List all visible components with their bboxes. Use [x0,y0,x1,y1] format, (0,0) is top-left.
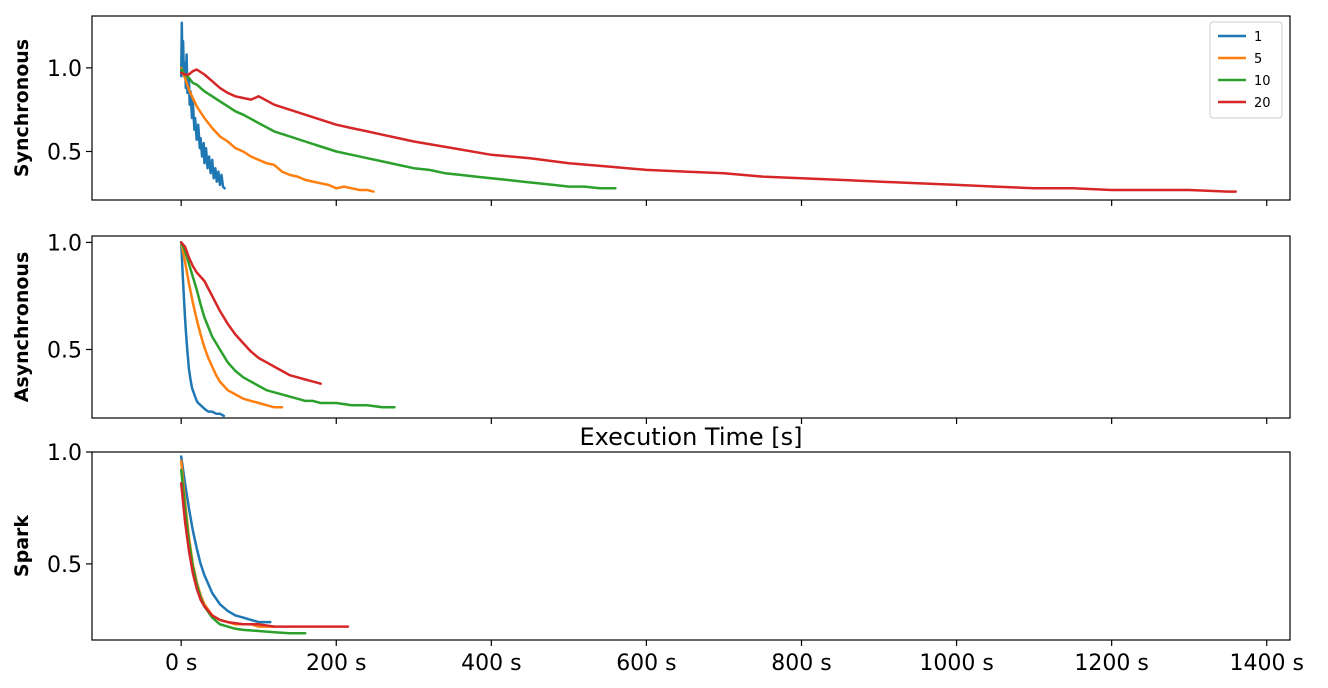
asynchronous-ytick-label: 1.0 [47,231,82,256]
spark-series-1-line [179,455,272,624]
asynchronous-series-1-line [179,241,226,418]
asynchronous-ylabel: Asynchronous [11,252,33,403]
synchronous-series-group [179,21,1237,193]
spark-series-20-line [179,482,350,628]
synchronous-series-20-line [179,68,1237,193]
spark-xtick-label: 1400 s [1230,651,1304,676]
asynchronous-xlabel: Execution Time [s] [580,423,803,451]
legend-label-5: 5 [1254,52,1262,67]
spark-xtick-label: 1200 s [1074,651,1148,676]
synchronous-series-5-line [179,66,375,193]
spark-ylabel: Spark [11,515,33,577]
legend: 1 5 10 20 [1209,21,1283,119]
spark-xtick-label: 600 s [616,651,676,676]
synchronous-series-1-line [179,21,226,190]
asynchronous-ytick-label: 0.5 [47,338,82,363]
spark-xtick-label: 0 s [165,651,197,676]
legend-box [1209,21,1283,119]
spark-xtick-label: 800 s [771,651,831,676]
legend-label-10: 10 [1254,74,1271,89]
asynchronous-panel: 0.5 1.0 Asynchronous Execution Time [s] [11,231,1291,451]
asynchronous-series-group [179,241,396,418]
spark-xtick-label: 1000 s [919,651,993,676]
synchronous-ytick-label: 0.5 [47,140,82,165]
legend-label-1: 1 [1254,30,1262,45]
synchronous-panel: 0.5 1.0 Synchronous 1 5 10 20 [11,15,1291,206]
spark-xtick-label: 200 s [306,651,366,676]
synchronous-axes-frame [91,15,1291,201]
legend-label-20: 20 [1254,96,1271,111]
synchronous-series-10-line [179,68,617,190]
spark-ytick-label: 1.0 [47,441,82,466]
spark-panel: 0.5 1.0 0 s 200 s 400 s 600 s 800 s 1000 s 1200 … [11,441,1304,676]
asynchronous-series-20-line [179,241,322,385]
spark-series-group [179,455,350,635]
asynchronous-series-10-line [179,241,396,409]
asynchronous-series-5-line [179,241,284,409]
synchronous-ytick-label: 1.0 [47,57,82,82]
spark-ytick-label: 0.5 [47,553,82,578]
spark-xtick-label: 400 s [461,651,521,676]
spark-series-10-line [179,468,307,635]
synchronous-ylabel: Synchronous [11,39,33,177]
asynchronous-axes-frame [91,235,1291,419]
spark-axes-frame [91,451,1291,641]
